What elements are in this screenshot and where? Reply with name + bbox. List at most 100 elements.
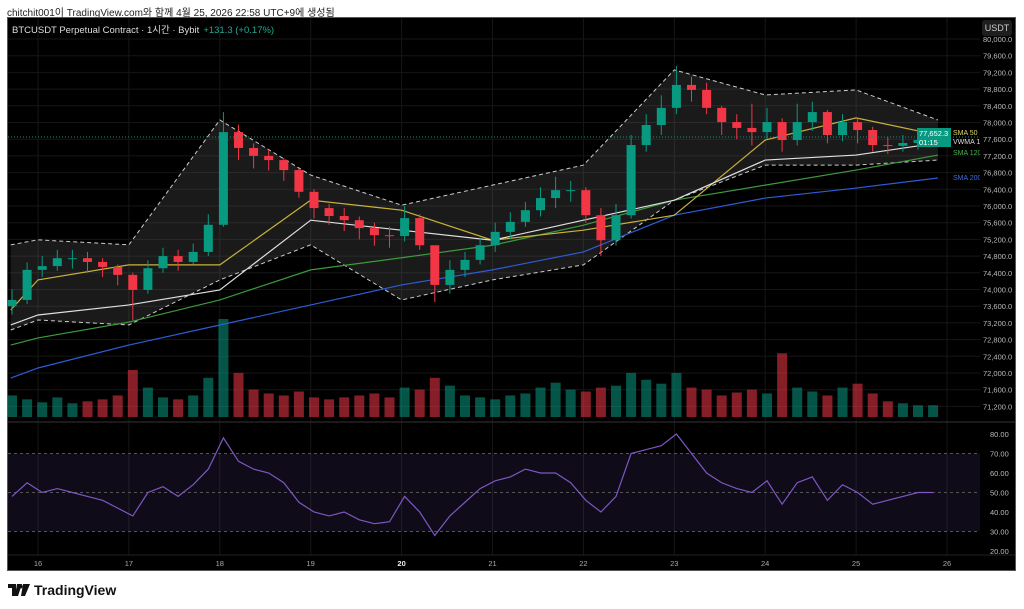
candle-body	[520, 210, 530, 222]
candle-body	[173, 256, 183, 262]
time-tick-label: 25	[852, 559, 860, 568]
volume-bar	[656, 383, 667, 417]
candle-body	[354, 220, 364, 229]
volume-bar	[520, 393, 531, 417]
volume-bar	[218, 319, 229, 417]
price-tick-label: 72,400.0	[983, 352, 1012, 361]
volume-bar	[248, 389, 259, 417]
volume-bar	[384, 397, 395, 417]
volume-bar	[112, 395, 123, 417]
volume-bar	[882, 401, 893, 417]
price-tick-label: 79,200.0	[983, 68, 1012, 77]
volume-bar	[263, 393, 274, 417]
price-tick-label: 74,400.0	[983, 269, 1012, 278]
candle-body	[143, 268, 153, 290]
rsi-tick-label: 60.00	[990, 469, 1009, 478]
candle-body	[807, 112, 817, 123]
price-tick-label: 74,800.0	[983, 252, 1012, 261]
volume-bar	[535, 387, 546, 417]
symbol-title: BTCUSDT Perpetual Contract · 1시간 · Bybit	[12, 25, 200, 36]
last-price-badge	[917, 128, 951, 148]
candle-body	[37, 266, 47, 270]
candle-body	[279, 160, 289, 171]
volume-bar	[792, 387, 803, 417]
candle-body	[445, 269, 455, 285]
time-tick-label: 20	[397, 559, 405, 568]
candle-body	[234, 132, 243, 148]
volume-bar	[837, 387, 848, 417]
price-tick-label: 76,400.0	[983, 185, 1012, 194]
rsi-tick-label: 40.00	[990, 508, 1009, 517]
candle-body	[671, 84, 681, 108]
time-tick-label: 26	[943, 559, 951, 568]
volume-bar	[626, 372, 637, 417]
candle-body	[203, 224, 213, 252]
candle-body	[218, 132, 228, 225]
volume-bar	[580, 391, 591, 417]
price-axis-bg	[980, 38, 1015, 555]
volume-bar	[762, 393, 772, 417]
volume-bar	[822, 395, 833, 417]
price-tick-label: 72,800.0	[983, 336, 1012, 345]
bollinger-bb-lower	[10, 159, 938, 331]
candle-body	[656, 107, 666, 126]
time-tick-label: 24	[761, 559, 769, 568]
volume-bar	[82, 401, 93, 417]
volume-bar	[97, 399, 108, 417]
tradingview-logo-icon	[8, 584, 30, 596]
candle-body	[188, 251, 198, 262]
price-tick-label: 75,200.0	[983, 235, 1012, 244]
candle-body	[22, 269, 32, 300]
volume-bar	[611, 385, 621, 417]
candle-body	[490, 231, 500, 246]
rsi-tick-label: 80.00	[990, 430, 1009, 439]
candle-body	[762, 122, 772, 133]
price-tick-label: 72,000.0	[983, 369, 1012, 378]
price-tick-label: 73,200.0	[983, 319, 1012, 328]
volume-bar	[203, 377, 214, 417]
volume-bar	[731, 392, 742, 417]
volume-bar	[309, 397, 319, 417]
rsi-tick-label: 30.00	[990, 528, 1009, 537]
price-tick-label: 71,200.0	[983, 402, 1012, 411]
volume-bar	[746, 389, 757, 417]
volume-bar	[173, 399, 184, 417]
chart-panel[interactable]	[7, 17, 1016, 571]
volume-bar	[807, 391, 818, 417]
volume-bar	[429, 377, 440, 417]
volume-bar	[913, 405, 923, 417]
price-tick-label: 74,000.0	[983, 286, 1012, 295]
candle-body	[717, 107, 727, 123]
candle-body	[611, 215, 621, 241]
candle-body	[581, 190, 591, 216]
vwma-label: VWMA 1	[953, 139, 980, 146]
candle-body	[7, 299, 17, 307]
candle-body	[641, 125, 651, 146]
price-tick-label: 71,600.0	[983, 386, 1012, 395]
candle-body	[732, 122, 742, 128]
candle-body	[52, 258, 62, 267]
price-tick-label: 78,400.0	[983, 102, 1012, 111]
candle-body	[868, 130, 878, 146]
countdown-label: 01:15	[919, 138, 938, 147]
volume-bar	[158, 397, 168, 417]
volume-bar	[414, 389, 425, 417]
candle-body	[128, 274, 138, 290]
candle-body	[747, 127, 757, 133]
tradingview-logo[interactable]: TradingView	[8, 582, 116, 598]
candle-body	[536, 198, 545, 211]
candle-body	[853, 122, 863, 131]
volume-bar	[369, 393, 380, 417]
volume-bar	[354, 395, 365, 417]
volume-bar	[490, 399, 501, 417]
currency-button[interactable]: USDT	[982, 20, 1012, 36]
price-tick-label: 79,600.0	[983, 52, 1012, 61]
volume-bar	[444, 385, 455, 417]
chart-caption: chitchit001이 TradingView.com와 함께 4월 25, …	[7, 8, 335, 19]
volume-bar	[867, 393, 878, 417]
candle-body	[475, 245, 485, 260]
rsi-tick-label: 20.00	[990, 547, 1009, 556]
candle-body	[822, 112, 832, 136]
price-tick-label: 75,600.0	[983, 219, 1012, 228]
